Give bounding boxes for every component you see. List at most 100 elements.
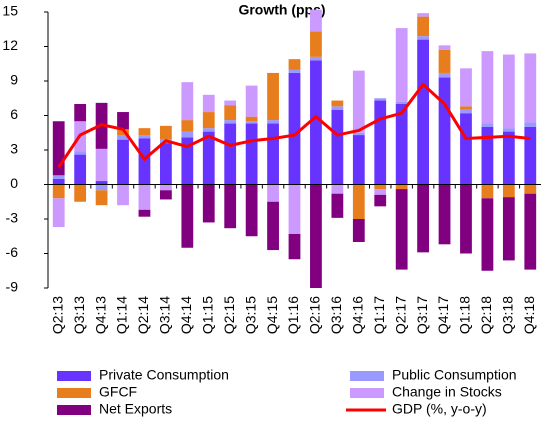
bar-segment <box>74 151 87 155</box>
bar-segment <box>159 184 172 191</box>
x-tick-label: Q3:18 <box>500 296 516 334</box>
y-tick-label: 15 <box>2 3 18 19</box>
y-tick-label: -3 <box>6 210 19 226</box>
bar-segment <box>52 198 65 228</box>
legend-label: GFCF <box>99 384 137 400</box>
bar-segment <box>288 69 301 73</box>
bar-segment <box>138 209 151 217</box>
x-tick-label: Q2:13 <box>49 296 65 334</box>
bar-segment <box>52 178 65 185</box>
bar-segment <box>181 131 194 138</box>
x-tick-label: Q4:18 <box>521 296 537 334</box>
chart-title: Growth (pps) <box>238 2 325 18</box>
bar-segment <box>331 106 344 110</box>
legend-label: GDP (%, y-o-y) <box>392 401 487 417</box>
bar-segment <box>224 120 237 124</box>
legend-label: Private Consumption <box>99 367 229 383</box>
bar-segment <box>502 128 515 132</box>
bar-segment <box>117 135 129 140</box>
bar-segment <box>159 190 172 200</box>
bar-segment <box>524 122 537 127</box>
bar-segment <box>438 184 451 245</box>
bar-segment <box>117 112 129 130</box>
x-tick-label: Q3:15 <box>242 296 258 334</box>
x-tick-label: Q4:14 <box>178 296 194 334</box>
bar-segment <box>52 175 65 179</box>
bar-segment <box>224 100 237 106</box>
bar-segment <box>310 60 322 185</box>
bar-segment <box>502 54 515 129</box>
y-tick-label: 0 <box>10 175 18 191</box>
bar-segment <box>395 104 408 185</box>
x-tick-label: Q4:15 <box>264 296 280 334</box>
bar-segment <box>481 184 494 199</box>
x-tick-label: Q3:13 <box>71 296 87 334</box>
bar-segment <box>417 16 430 37</box>
bar-segment <box>374 98 387 101</box>
bar-segment <box>395 101 408 104</box>
bar-segment <box>310 184 322 288</box>
bar-segment <box>117 184 129 206</box>
bar-segment <box>138 138 151 185</box>
bar-segment <box>374 100 387 185</box>
bar-segment <box>524 53 537 123</box>
bar-segment <box>138 128 151 136</box>
bar-segment <box>117 129 129 136</box>
bar-segment <box>138 184 151 210</box>
bar-segment <box>524 184 537 194</box>
bar-segment <box>95 181 108 185</box>
x-tick-label: Q4:16 <box>350 296 366 334</box>
bar-segment <box>288 59 301 70</box>
bar-segment <box>267 201 279 251</box>
bar-segment <box>74 104 87 122</box>
bar-segment <box>417 36 430 40</box>
legend-label: Net Exports <box>99 401 172 417</box>
legend-swatch <box>57 371 91 381</box>
bar-segment <box>95 190 108 206</box>
bar-segment <box>417 39 430 185</box>
bar-segment <box>267 72 279 121</box>
bar-segment <box>245 184 258 237</box>
bar-segment <box>224 123 237 185</box>
bar-segment <box>52 184 65 199</box>
bar-segment <box>438 77 451 185</box>
bar-segment <box>352 132 365 136</box>
bar-segment <box>395 28 408 102</box>
bar-segment <box>95 148 108 182</box>
bar-segment <box>310 31 322 57</box>
bar-segment <box>224 105 237 121</box>
x-tick-label: Q1:17 <box>371 296 387 334</box>
bar-segment <box>352 70 365 133</box>
x-tick-label: Q3:14 <box>157 296 173 334</box>
bar-segment <box>74 154 87 185</box>
bar-segment <box>460 113 472 185</box>
bar-segment <box>481 198 494 271</box>
x-tick-label: Q1:18 <box>457 296 473 334</box>
x-tick-label: Q1:16 <box>285 296 301 334</box>
legend-swatch <box>57 388 91 398</box>
bar-segment <box>245 123 258 185</box>
bar-segment <box>310 56 322 61</box>
bar-segment <box>181 184 194 248</box>
bar-segment <box>159 125 172 140</box>
bar-segment <box>502 197 515 261</box>
y-tick-label: 9 <box>10 72 18 88</box>
x-tick-label: Q1:15 <box>199 296 215 334</box>
bar-segment <box>202 94 215 113</box>
bar-segment <box>374 194 387 207</box>
bar-segment <box>352 219 365 242</box>
bar-segment <box>267 120 279 124</box>
bar-segment <box>417 184 430 253</box>
bar-segment <box>74 184 87 202</box>
bar-segment <box>181 137 194 185</box>
bar-segment <box>202 131 215 185</box>
x-tick-label: Q4:13 <box>92 296 108 334</box>
bar-segment <box>502 184 515 198</box>
bar-segment <box>245 121 258 124</box>
x-tick-label: Q1:14 <box>114 296 130 334</box>
bar-segment <box>159 143 172 185</box>
bar-segment <box>117 139 129 185</box>
y-tick-label: 3 <box>10 141 18 157</box>
bar-segment <box>267 123 279 185</box>
